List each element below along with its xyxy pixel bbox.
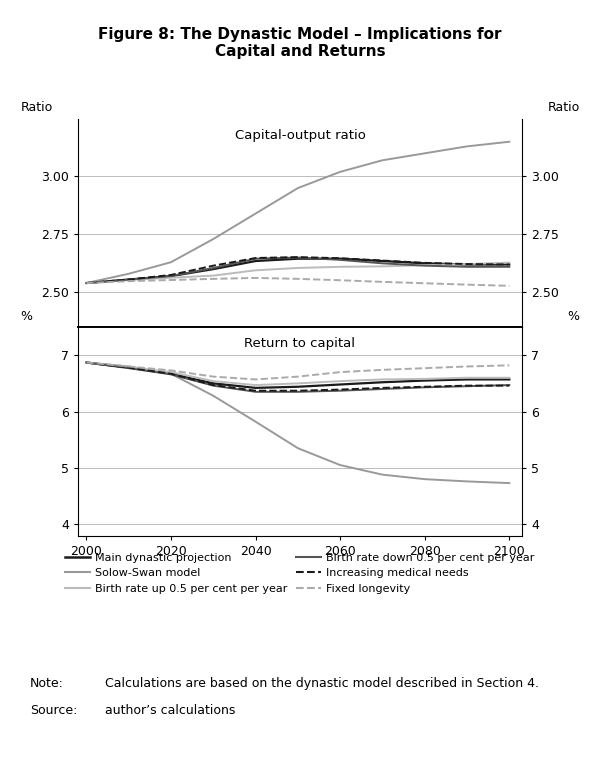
Text: author’s calculations: author’s calculations xyxy=(105,704,235,717)
Text: Return to capital: Return to capital xyxy=(245,337,355,350)
Text: %: % xyxy=(20,310,32,323)
Text: Figure 8: The Dynastic Model – Implications for
Capital and Returns: Figure 8: The Dynastic Model – Implicati… xyxy=(98,27,502,59)
Text: Note:: Note: xyxy=(30,677,64,690)
Text: Ratio: Ratio xyxy=(20,102,53,115)
Text: Calculations are based on the dynastic model described in Section 4.: Calculations are based on the dynastic m… xyxy=(105,677,539,690)
Legend: Main dynastic projection, Solow-Swan model, Birth rate up 0.5 per cent per year,: Main dynastic projection, Solow-Swan mod… xyxy=(65,552,535,594)
Text: Ratio: Ratio xyxy=(547,102,580,115)
Text: Source:: Source: xyxy=(30,704,77,717)
Text: %: % xyxy=(568,310,580,323)
Text: Capital-output ratio: Capital-output ratio xyxy=(235,129,365,142)
